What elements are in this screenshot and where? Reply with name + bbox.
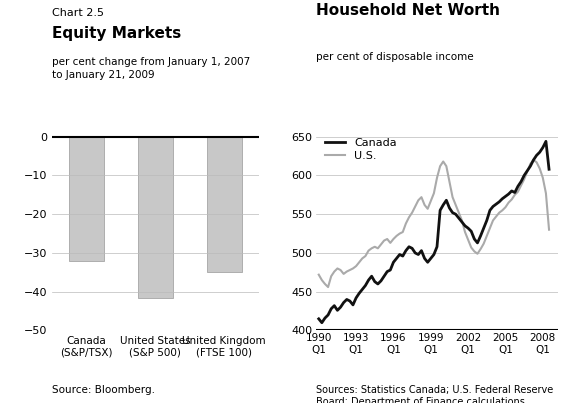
- Text: Sources: Statistics Canada; U.S. Federal Reserve
Board; Department of Finance ca: Sources: Statistics Canada; U.S. Federal…: [316, 385, 554, 403]
- Legend: Canada, U.S.: Canada, U.S.: [324, 137, 398, 162]
- Text: Source: Bloomberg.: Source: Bloomberg.: [52, 385, 155, 395]
- Text: Household Net Worth: Household Net Worth: [316, 3, 500, 18]
- Text: Chart 2.5: Chart 2.5: [52, 8, 104, 18]
- Bar: [138, 137, 172, 297]
- Text: per cent of disposable income: per cent of disposable income: [316, 52, 474, 62]
- Text: Equity Markets: Equity Markets: [52, 26, 181, 41]
- Text: per cent change from January 1, 2007
to January 21, 2009: per cent change from January 1, 2007 to …: [52, 57, 250, 81]
- Bar: [69, 137, 104, 261]
- Bar: [207, 137, 242, 272]
